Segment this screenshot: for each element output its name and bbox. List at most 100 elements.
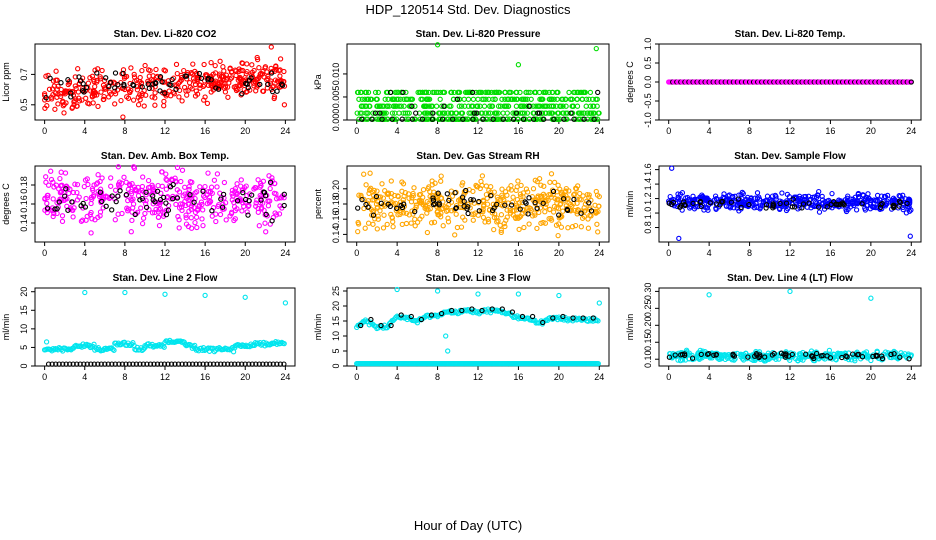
x-tick-label: 8 — [747, 248, 752, 258]
data-point — [481, 103, 488, 109]
hourly-point — [65, 207, 71, 213]
hourly-point — [77, 78, 84, 84]
hourly-point — [109, 361, 115, 367]
data-point — [384, 103, 390, 109]
data-point — [182, 191, 188, 197]
outlier-point — [434, 288, 441, 294]
data-point — [82, 177, 89, 183]
data-point — [174, 164, 181, 171]
hourly-point — [508, 202, 515, 208]
hourly-point — [713, 352, 719, 358]
hourly-point — [261, 189, 267, 195]
data-point — [522, 116, 528, 122]
data-point — [377, 208, 383, 214]
data-point — [554, 89, 561, 96]
data-point — [532, 212, 538, 218]
hourly-point — [816, 204, 822, 210]
data-point — [168, 93, 174, 99]
hourly-point — [595, 89, 601, 96]
hourly-point — [105, 361, 111, 367]
hourly-point — [519, 313, 526, 320]
data-point — [95, 103, 101, 110]
data-point — [478, 178, 484, 185]
x-tick-label: 16 — [200, 248, 210, 258]
data-point — [516, 226, 522, 233]
data-point — [445, 219, 452, 225]
data-point — [271, 95, 277, 102]
data-point — [214, 171, 221, 177]
data-point — [101, 85, 108, 91]
data-point — [187, 179, 194, 185]
data-point — [125, 186, 132, 193]
data-point — [563, 116, 569, 122]
data-point — [511, 96, 518, 102]
x-tick-label: 20 — [240, 126, 250, 136]
data-point — [97, 209, 104, 215]
hourly-point — [163, 200, 169, 206]
data-point — [587, 103, 594, 109]
hourly-point — [439, 116, 446, 122]
hourly-point — [277, 361, 284, 367]
data-point — [159, 183, 165, 189]
hourly-point — [179, 361, 185, 367]
data-point — [94, 77, 100, 84]
outlier-point — [706, 292, 712, 298]
data-point — [110, 346, 116, 352]
data-point — [164, 177, 170, 183]
hourly-point — [158, 361, 164, 367]
data-point — [411, 185, 417, 191]
data-point — [385, 323, 391, 330]
data-point — [594, 103, 600, 109]
data-point — [459, 110, 465, 116]
hourly-point — [103, 203, 109, 209]
data-point — [225, 94, 231, 100]
hourly-point — [56, 361, 62, 367]
outlier-point — [515, 62, 522, 68]
hourly-point — [69, 199, 75, 205]
data-point — [97, 186, 104, 192]
data-point — [448, 89, 454, 96]
data-point — [205, 188, 212, 195]
data-point — [810, 202, 816, 208]
hourly-point — [88, 361, 94, 367]
hourly-point — [126, 361, 133, 367]
data-point — [515, 215, 521, 221]
x-tick-label: 4 — [395, 248, 400, 258]
data-point — [582, 208, 588, 214]
hourly-point — [488, 192, 494, 199]
hourly-point — [209, 208, 215, 214]
data-point — [420, 187, 427, 193]
hourly-point — [763, 205, 769, 211]
data-point — [84, 213, 90, 220]
data-point — [355, 228, 361, 235]
data-point — [173, 201, 179, 208]
data-point — [51, 210, 57, 217]
data-point — [472, 116, 478, 122]
hourly-point — [550, 315, 556, 321]
data-point — [356, 192, 362, 198]
data-point — [395, 212, 401, 218]
x-tick-label: 24 — [906, 372, 916, 382]
data-point — [363, 110, 369, 116]
hourly-point — [165, 207, 172, 213]
data-point — [172, 175, 178, 181]
data-point — [112, 187, 119, 193]
data-point — [152, 95, 158, 101]
hourly-point — [168, 361, 175, 367]
hourly-point — [704, 351, 711, 357]
data-point — [211, 177, 218, 183]
figure-title: HDP_120514 Std. Dev. Diagnostics — [365, 2, 571, 17]
y-tick-label: 15 — [331, 316, 341, 326]
data-point — [360, 103, 366, 109]
panel-rh: Stan. Dev. Gas Stream RH percent 0 4 8 12 16 20… — [313, 151, 610, 258]
outlier-point — [122, 289, 128, 296]
data-point — [361, 171, 367, 177]
data-point — [129, 217, 135, 224]
data-point — [190, 61, 196, 67]
hourly-point — [570, 315, 576, 321]
hourly-point — [578, 210, 584, 216]
y-axis-label: percent — [313, 188, 323, 219]
data-point — [795, 357, 801, 364]
data-point — [132, 187, 139, 194]
data-point — [519, 110, 526, 116]
